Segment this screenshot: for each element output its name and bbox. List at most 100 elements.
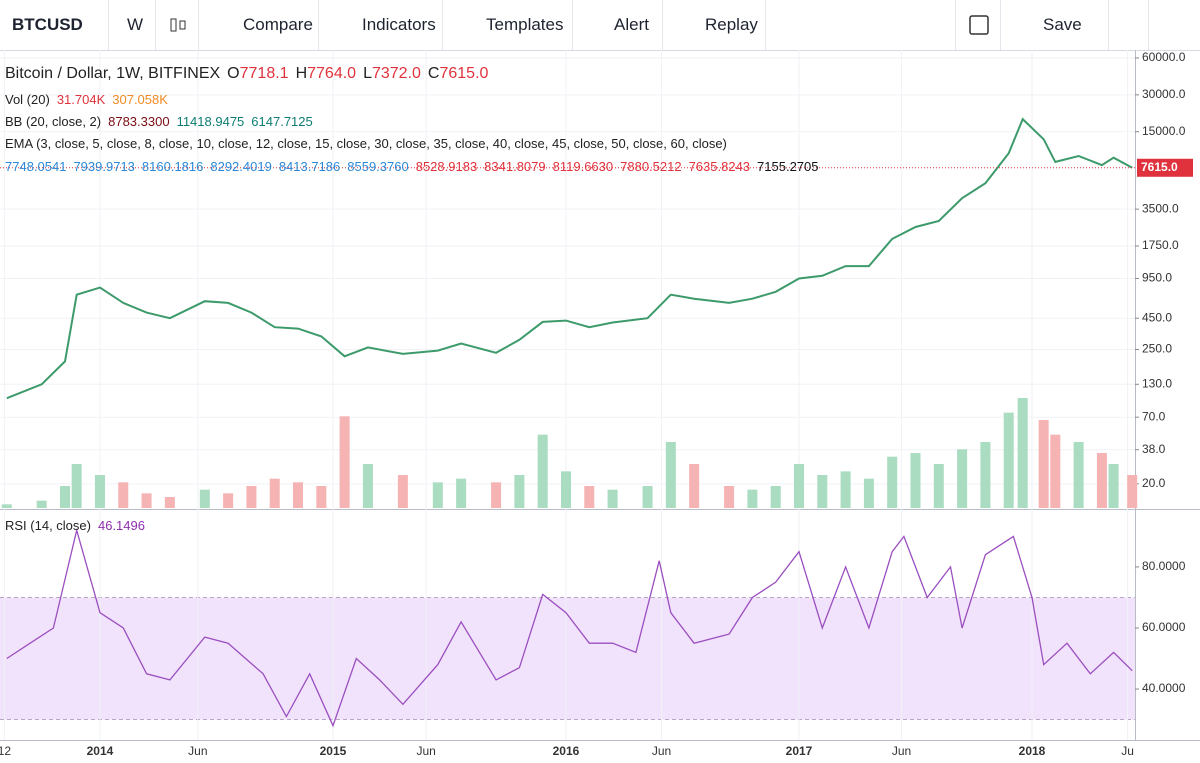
volume-bar [514,475,525,508]
indicator-value: 46.1496 [97,518,145,533]
last-price-box [1137,158,1193,177]
indicator-title: EMA (3, close, 5, close, 8, close, 10, c… [5,136,727,151]
volume-bar [71,464,82,508]
volume-bar [584,486,595,508]
alert-button[interactable]: Alert [614,15,649,34]
rsi-line [6,527,1133,728]
volume-bar [1073,442,1084,508]
volume-bar [293,482,304,508]
rsi-legend: RSI (14, close) 46.1496 [5,518,152,533]
indicator-value: 7635.8243 [688,159,751,174]
indicator-value: 8292.4019 [210,159,272,174]
volume-bar [164,497,175,508]
y-tick-label: 450.0 [1142,310,1172,324]
indicator-value: 8160.1816 [141,159,204,174]
indicator-value: 8119.6630 [552,159,614,174]
y-tick-label: 250.0 [1142,342,1172,356]
indicator-value: 31.704K [56,92,106,107]
volume-bar [1108,464,1119,508]
y-tick-label: 60000.0 [1142,50,1186,64]
indicators-button[interactable]: Indicators [362,15,436,34]
indicator-value: 8528.9183 [415,159,478,174]
x-tick-label: 2016 [553,744,580,758]
price-line [6,117,1133,400]
y-tick-label: 1750.0 [1142,238,1179,252]
volume-bar [246,486,257,508]
indicator-value: 8341.8079 [484,159,546,174]
indicator-title: BB (20, close, 2) [5,114,102,129]
volume-bar [817,475,828,508]
indicator-value: 7939.9713 [73,159,135,174]
ohlc-value: 7615.0 [439,65,489,82]
y-tick-label: 60.0000 [1142,620,1186,634]
volume-bar [724,486,735,508]
volume-bar [689,464,700,508]
volume-bar [269,478,280,508]
symbol[interactable]: BTCUSD [12,15,83,34]
volume-bar [397,475,408,508]
volume-bar [1127,475,1138,508]
x-tick-label: Jun [188,744,207,758]
x-tick-label: 2014 [87,744,114,758]
volume-bar [957,449,968,508]
y-tick-label: 38.0 [1142,442,1166,456]
x-tick-label: Jun [652,744,671,758]
indicator-value: 6147.7125 [251,114,313,129]
ohlc-value: 7764.0 [307,65,357,82]
bb-legend: BB (20, close, 2) 8783.3300 11418.9475 6147… [5,114,320,129]
indicator-value: 8413.7186 [278,159,341,174]
ema-legend: EMA (3, close, 5, close, 8, close, 10, c… [5,136,734,151]
volume-bar [1003,412,1014,508]
templates-button[interactable]: Templates [486,15,564,34]
volume-bar [770,486,781,508]
chart-style-icon[interactable] [168,15,188,35]
ohlc-value: 7718.1 [239,65,289,82]
volume-bar [94,475,105,508]
volume-bar [36,500,47,508]
x-tick-label: 2018 [1019,744,1046,758]
volume-bar [432,482,443,508]
volume-bar [887,456,898,508]
indicator-value: 7880.5212 [620,159,682,174]
y-tick-label: 30000.0 [1142,87,1186,101]
x-tick-label: Jun [892,744,911,758]
volume-bar [223,493,234,508]
volume-bar [141,493,152,508]
volume-bar [642,486,653,508]
y-tick-label: 20.0 [1142,476,1166,490]
ohlc-letter: L [363,65,372,82]
interval[interactable]: W [127,15,144,34]
volume-bar [537,434,548,508]
y-tick-label: 40.0000 [1142,681,1186,695]
volume-bar [199,489,210,508]
y-tick-label: 130.0 [1142,376,1172,390]
volume-bar [980,442,991,508]
volume-bar [456,478,467,508]
y-tick-label: 15000.0 [1142,124,1186,138]
compare-button[interactable]: Compare [243,15,313,34]
indicator-value: 8559.3760 [347,159,409,174]
y-tick-label: 3500.0 [1142,201,1179,215]
volume-bar [339,416,350,508]
rsi-band [0,597,1135,720]
volume-bar [1096,453,1107,508]
replay-button[interactable]: Replay [705,15,758,34]
volume-bar [362,464,373,508]
volume-bar [560,471,571,508]
save-button[interactable]: Save [1043,15,1082,34]
indicator-title: RSI (14, close) [5,518,91,533]
volume-bar [793,464,804,508]
volume-bar [863,478,874,508]
ema-values: 7748.0541 7939.9713 8160.1816 8292.4019 8413… [5,159,825,174]
indicator-value: 307.058K [112,92,168,107]
volume-bar [1,504,12,508]
indicator-value: 7748.0541 [5,159,67,174]
x-tick-label: Ju [1121,744,1134,758]
ohlc-letter: H [295,65,308,82]
volume-bar [747,489,758,508]
ohlc-value: 7372.0 [371,65,421,82]
x-tick-label: 2017 [786,744,813,758]
x-tick-label: Jun [416,744,435,758]
layout-button[interactable] [968,14,990,36]
